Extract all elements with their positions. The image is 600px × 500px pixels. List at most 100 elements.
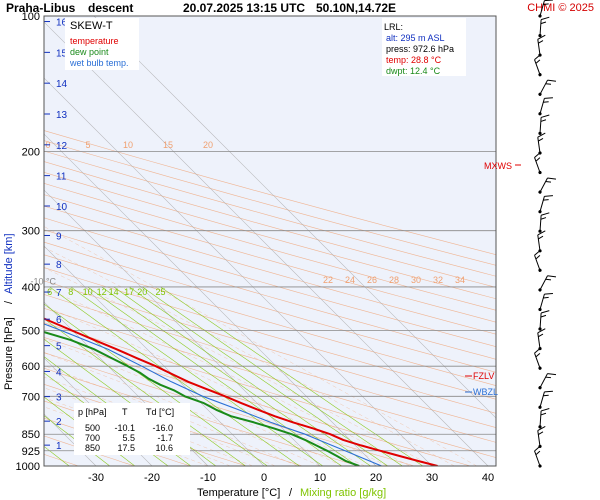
wind-barb xyxy=(537,230,546,253)
mixing-ratio-label: 17 xyxy=(124,287,134,297)
wind-barb-flag xyxy=(537,328,546,334)
wind-barb xyxy=(538,195,553,214)
pressure-tick-label: 925 xyxy=(22,446,40,458)
wind-barb-dot xyxy=(538,151,542,155)
theta-label: 10 xyxy=(123,140,133,150)
wind-barb-flag xyxy=(537,426,546,431)
wind-barb-staff xyxy=(537,430,541,447)
table-header-p: p [hPa] xyxy=(78,407,107,417)
isotherm-line xyxy=(93,16,496,419)
wind-barb-flag xyxy=(538,431,544,435)
lrl-title: LRL: xyxy=(384,22,403,32)
x-axis-title-mixing: Mixing ratio [g/kg] xyxy=(300,487,386,499)
wind-barb-flag xyxy=(540,114,550,118)
altitude-tick-label: 8 xyxy=(56,260,62,271)
wind-barb-dot xyxy=(538,73,542,77)
wind-barb-flag xyxy=(535,255,541,260)
wind-barb-flag xyxy=(540,16,550,21)
wind-barb-dot xyxy=(538,170,542,175)
wind-barb-dot xyxy=(538,444,542,448)
altitude-tick-label: 5 xyxy=(56,342,62,353)
wind-barb-dot xyxy=(538,229,542,233)
lrl-altitude: alt: 295 m ASL xyxy=(386,33,445,43)
wind-barb-staff xyxy=(537,137,541,154)
dry-adiabat-line xyxy=(44,183,496,311)
wind-barb-staff xyxy=(534,157,541,173)
wind-barb-dot xyxy=(538,405,542,409)
wind-barb xyxy=(537,132,546,155)
lrl-pressure: press: 972.6 hPa xyxy=(386,44,454,54)
table-cell: 17.5 xyxy=(117,443,135,453)
table-cell: 700 xyxy=(85,433,100,443)
wind-barb xyxy=(538,275,557,292)
station-name: Praha-Libus xyxy=(6,1,76,15)
wind-barbs xyxy=(534,0,557,468)
plot-frame xyxy=(43,15,497,467)
wind-barb-staff xyxy=(539,177,548,193)
wind-barb xyxy=(538,16,550,38)
wind-barb-staff xyxy=(539,19,542,36)
moist-adiabat-line xyxy=(44,267,433,466)
wind-barb-dot xyxy=(538,386,542,390)
wind-barb-staff xyxy=(539,79,548,95)
wind-barb xyxy=(538,212,550,233)
wind-barb-flag xyxy=(543,3,549,5)
temperature-tick-label: -30 xyxy=(88,472,104,484)
altitude-tick-label: 11 xyxy=(56,172,67,183)
dry-adiabat-line xyxy=(44,294,496,428)
chart-legend: SKEW-T temperature dew point wet bulb te… xyxy=(65,18,139,70)
wind-barb-dot xyxy=(538,464,542,468)
wind-barb-staff xyxy=(539,410,542,427)
pressure-tick-label: 300 xyxy=(22,226,40,238)
table-header-td: Td [°C] xyxy=(146,407,174,417)
wind-barb-flag xyxy=(547,177,557,180)
altitude-tick-label: 7 xyxy=(56,288,62,299)
altitude-tick-label: 16 xyxy=(56,18,68,29)
mxws-label: MXWS xyxy=(484,161,512,171)
table-cell: -16.0 xyxy=(152,423,173,433)
moist-adiabat-line xyxy=(44,246,455,466)
wind-barb-dot xyxy=(538,53,542,57)
isotherm-line xyxy=(44,245,265,466)
wind-barb-flag xyxy=(535,352,541,358)
wind-barb xyxy=(538,114,550,135)
wind-barb-staff xyxy=(539,0,545,17)
wind-barb-staff xyxy=(537,234,541,251)
theta-label: 32 xyxy=(433,275,443,285)
altitude-tick-label: 6 xyxy=(56,315,62,326)
wind-barb-flag xyxy=(543,296,549,299)
dry-adiabat-line xyxy=(44,161,496,288)
wind-barb-flag xyxy=(540,119,547,122)
wind-barb-flag xyxy=(540,408,550,412)
altitude-tick-label: 14 xyxy=(56,79,68,90)
wind-barb-staff xyxy=(534,352,541,369)
isotherm-line xyxy=(44,189,321,466)
wind-barb-flag xyxy=(535,59,541,64)
table-header-t: T xyxy=(122,407,128,417)
level-markers: MXWS FZLV WBZL xyxy=(465,161,521,397)
altitude-tick-label: 9 xyxy=(56,231,62,242)
wind-barb-flag xyxy=(538,235,544,240)
wind-barb-staff xyxy=(539,215,542,232)
pressure-tick-label: 100 xyxy=(22,11,40,23)
dry-adiabat-line xyxy=(44,254,496,386)
lrl-info: LRL: alt: 295 m ASL press: 972.6 hPa tem… xyxy=(382,18,466,76)
wind-barb-flag xyxy=(545,278,552,281)
wind-barb xyxy=(537,34,546,57)
fzlv-label: FZLV xyxy=(473,371,494,381)
pressure-tick-label: 1000 xyxy=(16,461,40,473)
wetbulb-line xyxy=(44,323,382,466)
temperature-tick-label: 0 xyxy=(261,472,267,484)
theta-label: 28 xyxy=(389,275,399,285)
pressure-tick-label: 400 xyxy=(22,282,40,294)
lrl-temperature: temp: 28.8 °C xyxy=(386,55,442,65)
altitude-tick-label: 10 xyxy=(56,202,68,213)
wind-barb-dot xyxy=(538,92,542,96)
theta-label: 20 xyxy=(203,140,213,150)
wind-barb xyxy=(538,373,557,390)
theta-label: 26 xyxy=(367,275,377,285)
wind-barb-staff xyxy=(534,450,541,467)
temperature-tick-label: 40 xyxy=(482,472,494,484)
wind-barb-flag xyxy=(547,373,557,376)
dry-adiabat-line xyxy=(44,130,496,256)
